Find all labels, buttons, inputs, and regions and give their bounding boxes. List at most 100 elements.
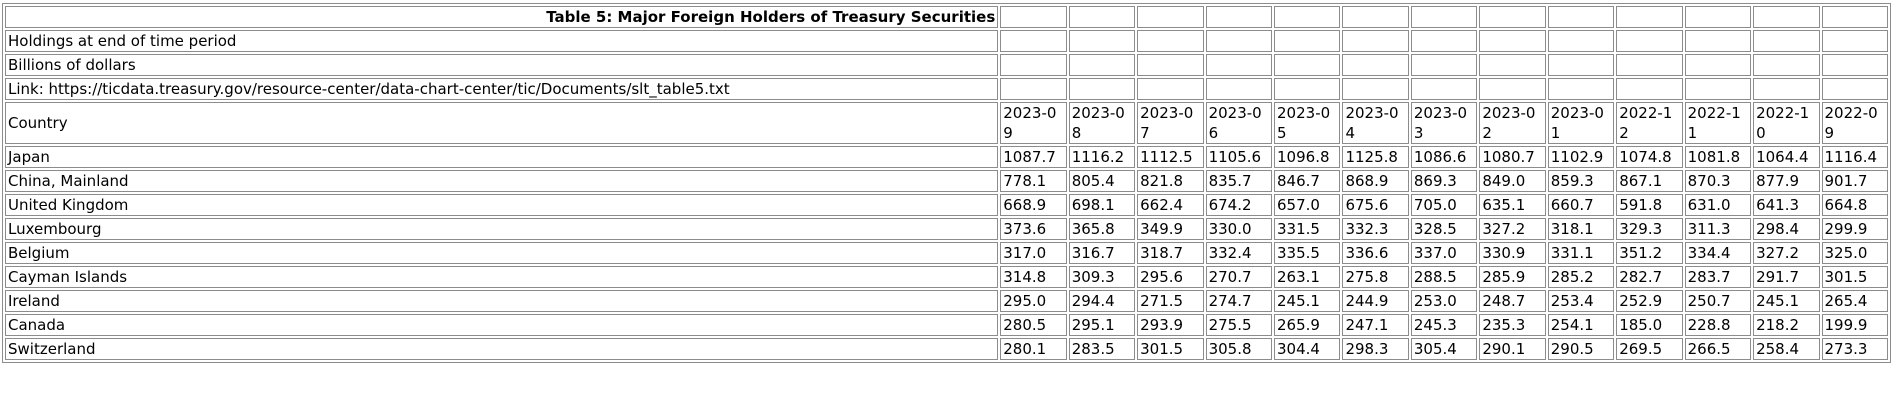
empty-cell [1000, 54, 1067, 76]
holding-value: 247.1 [1342, 314, 1409, 336]
holding-value: 327.2 [1753, 242, 1820, 264]
column-header-date: 2023-06 [1205, 102, 1273, 144]
empty-cell [1410, 30, 1478, 52]
header-row: Country 2023-09 2023-08 2023-07 2023-06 2023-… [5, 102, 1888, 144]
holding-value: 849.0 [1479, 170, 1546, 192]
empty-cell [1000, 78, 1067, 100]
holding-value: 331.5 [1274, 218, 1341, 240]
holding-value: 328.5 [1410, 218, 1478, 240]
holders-table: Table 5: Major Foreign Holders of Treasu… [2, 3, 1891, 363]
holding-value: 835.7 [1205, 170, 1273, 192]
holding-value: 265.4 [1821, 290, 1888, 312]
holding-value: 304.4 [1274, 338, 1341, 360]
holding-value: 373.6 [1000, 218, 1067, 240]
holding-value: 657.0 [1274, 194, 1341, 216]
column-header-date: 2022-09 [1821, 102, 1888, 144]
holding-value: 1096.8 [1274, 146, 1341, 168]
holding-value: 698.1 [1068, 194, 1136, 216]
empty-cell [1137, 30, 1204, 52]
holding-value: 245.3 [1410, 314, 1478, 336]
holding-value: 641.3 [1753, 194, 1820, 216]
column-header-date: 2023-03 [1410, 102, 1478, 144]
holding-value: 295.0 [1000, 290, 1067, 312]
table-row: Canada 280.5 295.1 293.9 275.5 265.9 247.1 245.… [5, 314, 1888, 336]
holding-value: 821.8 [1137, 170, 1204, 192]
empty-cell [1616, 6, 1683, 28]
holding-value: 349.9 [1137, 218, 1204, 240]
holding-value: 330.9 [1479, 242, 1546, 264]
table-row: Belgium 317.0 316.7 318.7 332.4 335.5 336.6 337… [5, 242, 1888, 264]
empty-cell [1547, 30, 1615, 52]
holding-value: 325.0 [1821, 242, 1888, 264]
empty-cell [1547, 6, 1615, 28]
empty-cell [1068, 54, 1136, 76]
empty-cell [1684, 30, 1752, 52]
holding-value: 288.5 [1410, 266, 1478, 288]
empty-cell [1479, 30, 1546, 52]
table-row: Ireland 295.0 294.4 271.5 274.7 245.1 244.9 253… [5, 290, 1888, 312]
empty-cell [1205, 30, 1273, 52]
meta-text: Billions of dollars [5, 54, 999, 76]
empty-cell [1753, 6, 1820, 28]
empty-cell [1137, 54, 1204, 76]
holding-value: 309.3 [1068, 266, 1136, 288]
holding-value: 274.7 [1205, 290, 1273, 312]
holding-value: 282.7 [1616, 266, 1683, 288]
holding-value: 660.7 [1547, 194, 1615, 216]
holding-value: 662.4 [1137, 194, 1204, 216]
holding-value: 285.9 [1479, 266, 1546, 288]
holding-value: 335.5 [1274, 242, 1341, 264]
table-title: Table 5: Major Foreign Holders of Treasu… [5, 6, 999, 28]
holding-value: 705.0 [1410, 194, 1478, 216]
country-name: Belgium [5, 242, 999, 264]
country-name: Canada [5, 314, 999, 336]
empty-cell [1547, 54, 1615, 76]
holding-value: 290.1 [1479, 338, 1546, 360]
holding-value: 1116.2 [1068, 146, 1136, 168]
meta-row: Link: https://ticdata.treasury.gov/resou… [5, 78, 1888, 100]
holding-value: 266.5 [1684, 338, 1752, 360]
empty-cell [1205, 54, 1273, 76]
table-row: China, Mainland 778.1 805.4 821.8 835.7 846.7… [5, 170, 1888, 192]
empty-cell [1616, 54, 1683, 76]
holding-value: 275.5 [1205, 314, 1273, 336]
holding-value: 311.3 [1684, 218, 1752, 240]
holding-value: 301.5 [1137, 338, 1204, 360]
holding-value: 283.7 [1684, 266, 1752, 288]
holding-value: 218.2 [1753, 314, 1820, 336]
empty-cell [1342, 30, 1409, 52]
empty-cell [1137, 6, 1204, 28]
holding-value: 327.2 [1479, 218, 1546, 240]
column-header-date: 2022-12 [1616, 102, 1683, 144]
holding-value: 674.2 [1205, 194, 1273, 216]
holding-value: 285.2 [1547, 266, 1615, 288]
column-header-date: 2023-09 [1000, 102, 1067, 144]
meta-text: Holdings at end of time period [5, 30, 999, 52]
column-header-date: 2023-05 [1274, 102, 1341, 144]
holding-value: 305.8 [1205, 338, 1273, 360]
holding-value: 254.1 [1547, 314, 1615, 336]
holding-value: 329.3 [1616, 218, 1683, 240]
empty-cell [1753, 30, 1820, 52]
empty-cell [1205, 78, 1273, 100]
empty-cell [1205, 6, 1273, 28]
holding-value: 273.3 [1821, 338, 1888, 360]
empty-cell [1068, 78, 1136, 100]
holding-value: 295.1 [1068, 314, 1136, 336]
table-body: Table 5: Major Foreign Holders of Treasu… [5, 6, 1888, 360]
holding-value: 1080.7 [1479, 146, 1546, 168]
table-row: Luxembourg 373.6 365.8 349.9 330.0 331.5 332.3… [5, 218, 1888, 240]
holding-value: 332.4 [1205, 242, 1273, 264]
empty-cell [1342, 78, 1409, 100]
empty-cell [1000, 6, 1067, 28]
holding-value: 253.4 [1547, 290, 1615, 312]
holding-value: 337.0 [1410, 242, 1478, 264]
holding-value: 280.1 [1000, 338, 1067, 360]
holding-value: 870.3 [1684, 170, 1752, 192]
holding-value: 305.4 [1410, 338, 1478, 360]
country-name: Japan [5, 146, 999, 168]
holding-value: 298.3 [1342, 338, 1409, 360]
column-header-date: 2022-10 [1753, 102, 1820, 144]
holding-value: 869.3 [1410, 170, 1478, 192]
holding-value: 318.1 [1547, 218, 1615, 240]
